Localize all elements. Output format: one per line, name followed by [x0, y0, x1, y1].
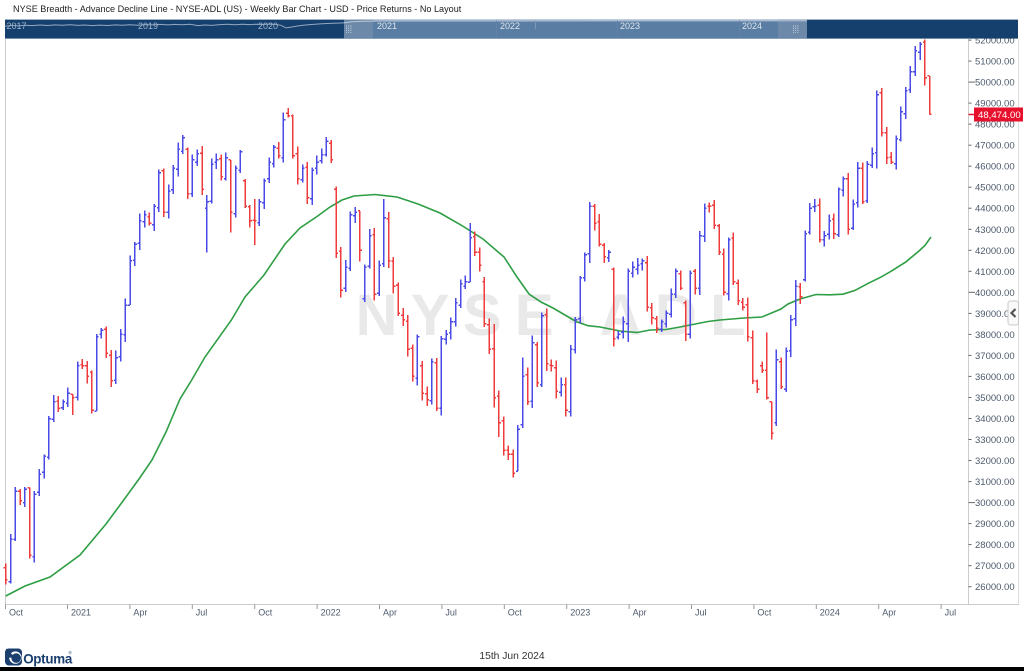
- svg-text:2024: 2024: [820, 608, 840, 618]
- svg-text:Jul: Jul: [445, 608, 457, 618]
- svg-text:2023: 2023: [620, 21, 640, 31]
- svg-text:49000.00: 49000.00: [975, 99, 1015, 110]
- svg-text:35000.00: 35000.00: [975, 393, 1015, 404]
- svg-text:39000.00: 39000.00: [975, 309, 1015, 320]
- svg-text:26000.00: 26000.00: [975, 582, 1015, 593]
- svg-text:2022: 2022: [500, 21, 520, 31]
- svg-text:27000.00: 27000.00: [975, 561, 1015, 572]
- svg-text:2020: 2020: [258, 21, 278, 31]
- svg-text:®: ®: [69, 650, 73, 656]
- svg-text:38000.00: 38000.00: [975, 330, 1015, 341]
- svg-text:2019: 2019: [138, 21, 158, 31]
- svg-text:45000.00: 45000.00: [975, 183, 1015, 194]
- svg-text:2021: 2021: [71, 608, 91, 618]
- svg-text:Oct: Oct: [757, 608, 772, 618]
- svg-text:46000.00: 46000.00: [975, 162, 1015, 173]
- svg-text:33000.00: 33000.00: [975, 435, 1015, 446]
- svg-text:Oct: Oct: [508, 608, 523, 618]
- svg-text:Jul: Jul: [695, 608, 707, 618]
- svg-text:52000.00: 52000.00: [975, 36, 1015, 47]
- svg-text:37000.00: 37000.00: [975, 351, 1015, 362]
- svg-text:41000.00: 41000.00: [975, 267, 1015, 278]
- svg-text:44000.00: 44000.00: [975, 204, 1015, 215]
- svg-text:2024: 2024: [742, 21, 762, 31]
- svg-text:28000.00: 28000.00: [975, 540, 1015, 551]
- svg-text:NYSE-ADL: NYSE-ADL: [356, 283, 746, 348]
- svg-text:40000.00: 40000.00: [975, 288, 1015, 299]
- svg-text:43000.00: 43000.00: [975, 225, 1015, 236]
- svg-text:Apr: Apr: [633, 608, 647, 618]
- svg-text:29000.00: 29000.00: [975, 519, 1015, 530]
- svg-text:42000.00: 42000.00: [975, 246, 1015, 257]
- svg-text:47000.00: 47000.00: [975, 141, 1015, 152]
- svg-text:2017: 2017: [7, 21, 27, 31]
- svg-text:34000.00: 34000.00: [975, 414, 1015, 425]
- svg-text:Jul: Jul: [196, 608, 208, 618]
- svg-text:Jul: Jul: [945, 608, 957, 618]
- svg-text:30000.00: 30000.00: [975, 498, 1015, 509]
- svg-text:Oct: Oct: [9, 608, 24, 618]
- svg-text:2021: 2021: [377, 21, 397, 31]
- svg-text:Apr: Apr: [383, 608, 397, 618]
- svg-text:51000.00: 51000.00: [975, 57, 1015, 68]
- svg-text:32000.00: 32000.00: [975, 456, 1015, 467]
- svg-text:2023: 2023: [570, 608, 590, 618]
- svg-text:Optuma: Optuma: [23, 651, 73, 666]
- svg-text:36000.00: 36000.00: [975, 372, 1015, 383]
- svg-text:Apr: Apr: [133, 608, 147, 618]
- svg-text:31000.00: 31000.00: [975, 477, 1015, 488]
- svg-text:48,474.00: 48,474.00: [978, 110, 1021, 121]
- svg-text:Oct: Oct: [258, 608, 273, 618]
- svg-text:50000.00: 50000.00: [975, 78, 1015, 89]
- svg-text:Apr: Apr: [882, 608, 896, 618]
- svg-text:48000.00: 48000.00: [975, 120, 1015, 131]
- svg-text:2022: 2022: [321, 608, 341, 618]
